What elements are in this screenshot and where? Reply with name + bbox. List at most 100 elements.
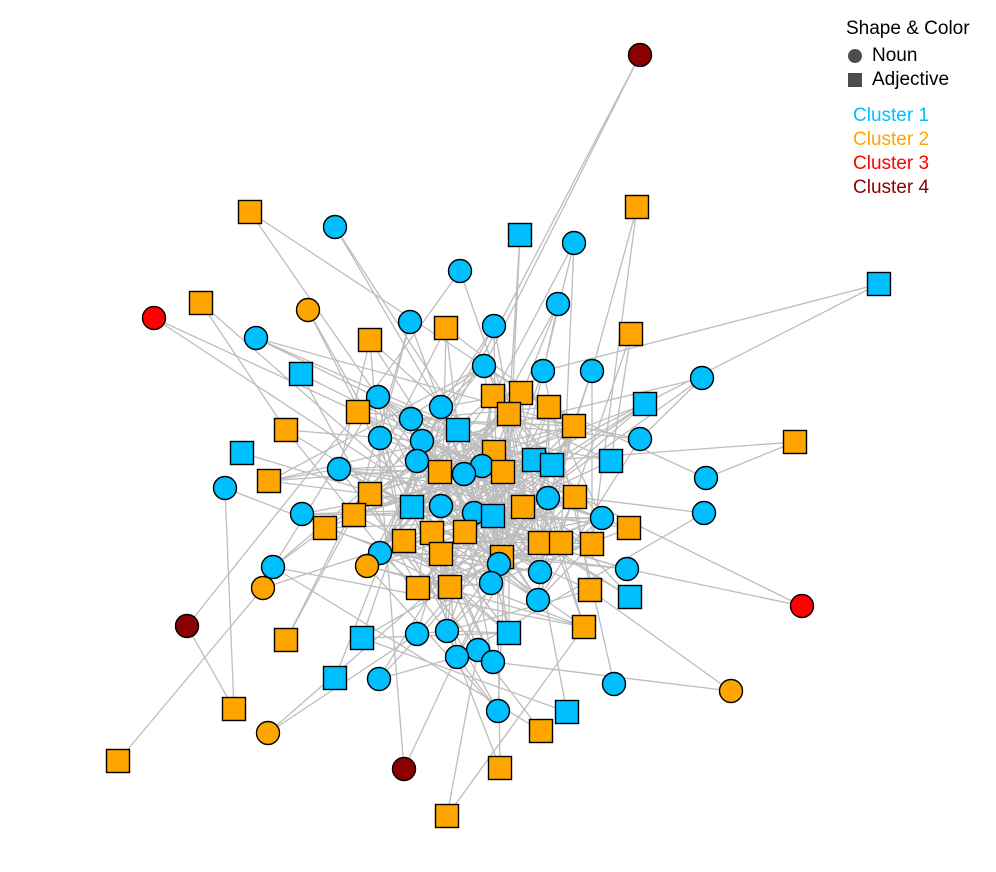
noun-node-cluster-1 — [525, 587, 551, 613]
graph-edge — [483, 365, 495, 453]
noun-node-cluster-1 — [451, 461, 477, 487]
graph-edge — [410, 406, 550, 420]
noun-node-cluster-1 — [471, 353, 497, 379]
adjective-node-cluster-2 — [577, 577, 603, 603]
graph-edge — [369, 418, 412, 495]
graph-edge — [224, 487, 235, 710]
noun-node-cluster-1 — [545, 291, 571, 317]
adjective-node-cluster-2 — [391, 528, 417, 554]
graph-edge — [589, 589, 732, 692]
noun-node-cluster-1 — [689, 365, 715, 391]
noun-node-cluster-2 — [718, 678, 744, 704]
noun-node-cluster-1 — [478, 570, 504, 596]
noun-node-cluster-1 — [428, 493, 454, 519]
graph-edge — [483, 54, 641, 367]
adjective-node-cluster-2 — [528, 718, 554, 744]
adjective-node-cluster-2 — [345, 399, 371, 425]
adjective-node-cluster-2 — [624, 194, 650, 220]
adjective-node-cluster-1 — [554, 699, 580, 725]
adjective-node-cluster-2 — [419, 520, 445, 546]
noun-node-cluster-1 — [535, 485, 561, 511]
legend-cluster-1: Cluster 1 — [853, 105, 930, 126]
graph-edge — [610, 333, 632, 462]
graph-edge — [493, 451, 631, 598]
adjective-node-cluster-1 — [496, 620, 522, 646]
graph-edge — [492, 242, 575, 397]
noun-node-cluster-1 — [404, 448, 430, 474]
legend-item-noun: Noun — [846, 44, 970, 68]
adjective-node-cluster-2 — [782, 429, 808, 455]
adjective-node-cluster-2 — [312, 515, 338, 541]
graph-edge — [334, 226, 442, 408]
noun-node-cluster-1 — [428, 394, 454, 420]
legend-item-adjective: Adjective — [846, 68, 970, 92]
graph-edge — [416, 460, 631, 598]
noun-node-cluster-2 — [255, 720, 281, 746]
noun-node-cluster-1 — [614, 556, 640, 582]
graph-edge — [366, 565, 499, 712]
adjective-node-cluster-2 — [256, 468, 282, 494]
adjective-node-cluster-1 — [322, 665, 348, 691]
graph-edge — [508, 413, 524, 508]
graph-edge — [508, 413, 612, 462]
noun-node-cluster-1 — [404, 621, 430, 647]
adjective-node-cluster-1 — [539, 452, 565, 478]
graph-edge — [639, 377, 703, 440]
adjective-node-cluster-1 — [866, 271, 892, 297]
graph-edge — [255, 337, 535, 461]
graph-edge — [705, 441, 796, 479]
noun-node-cluster-1 — [365, 384, 391, 410]
noun-node-cluster-1 — [322, 214, 348, 240]
adjective-node-cluster-2 — [480, 383, 506, 409]
adjective-node-cluster-2 — [508, 380, 534, 406]
graph-edge — [285, 514, 355, 641]
adjective-node-cluster-1 — [445, 417, 471, 443]
graph-edge — [416, 506, 524, 635]
graph-edge — [542, 370, 615, 685]
adjective-node-cluster-1 — [349, 625, 375, 651]
graph-edge — [446, 649, 479, 817]
adjective-node-cluster-1 — [617, 584, 643, 610]
noun-node-cluster-2 — [250, 575, 276, 601]
adjective-node-cluster-2 — [273, 417, 299, 443]
noun-node-cluster-1 — [527, 559, 553, 585]
graph-edge — [378, 656, 458, 680]
noun-node-cluster-1 — [397, 309, 423, 335]
graph-edge — [379, 437, 405, 542]
legend-cluster-4: Cluster 4 — [853, 177, 930, 198]
graph-edge — [463, 473, 492, 584]
adjective-node-cluster-2 — [536, 394, 562, 420]
noun-node-cluster-1 — [398, 406, 424, 432]
adjective-node-cluster-2 — [434, 803, 460, 829]
node-layer — [105, 42, 892, 829]
noun-node-cluster-4 — [174, 613, 200, 639]
adjective-node-cluster-2 — [341, 502, 367, 528]
noun-node-cluster-1 — [409, 428, 435, 454]
legend: Shape & Color Noun Adjective Cluster 1 C… — [846, 18, 970, 200]
noun-node-cluster-1 — [444, 644, 470, 670]
adjective-node-cluster-2 — [405, 575, 431, 601]
noun-node-cluster-4 — [627, 42, 653, 68]
adjective-node-cluster-2 — [433, 315, 459, 341]
noun-node-cluster-1 — [212, 475, 238, 501]
graph-edge — [153, 317, 359, 413]
noun-node-cluster-3 — [789, 593, 815, 619]
noun-node-cluster-1 — [627, 426, 653, 452]
adjective-node-cluster-2 — [616, 515, 642, 541]
adjective-node-cluster-2 — [510, 494, 536, 520]
graph-edge — [456, 497, 549, 658]
graph-edge — [591, 206, 638, 545]
legend-title: Shape & Color — [846, 18, 970, 39]
noun-node-cluster-1 — [366, 666, 392, 692]
adjective-node-cluster-2 — [273, 627, 299, 653]
noun-node-cluster-1 — [561, 230, 587, 256]
noun-node-cluster-1 — [480, 649, 506, 675]
noun-node-cluster-1 — [289, 501, 315, 527]
graph-edge — [369, 406, 442, 495]
adjective-node-cluster-1 — [507, 222, 533, 248]
legend-label-adjective: Adjective — [872, 69, 950, 90]
adjective-node-cluster-2 — [427, 459, 453, 485]
adjective-node-cluster-2 — [496, 401, 522, 427]
noun-node-cluster-1 — [693, 465, 719, 491]
graph-edge — [186, 625, 235, 710]
